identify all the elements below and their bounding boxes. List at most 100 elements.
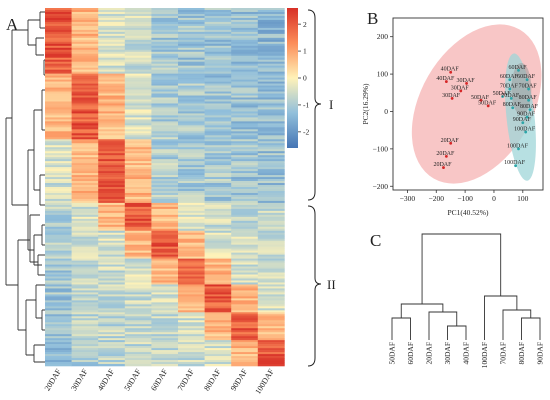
- heatmap-cell: [204, 129, 232, 132]
- heatmap-cell: [45, 320, 72, 323]
- heatmap-cell: [98, 364, 126, 367]
- heatmap-cell: [45, 218, 72, 222]
- heatmap-cell: [124, 145, 152, 148]
- heatmap-cell: [204, 51, 232, 55]
- heatmap-cell: [45, 316, 72, 319]
- heatmap-cell: [71, 210, 99, 214]
- heatmap-cell: [204, 181, 232, 184]
- heatmap-cell: [257, 270, 285, 273]
- heatmap-cell: [178, 306, 205, 309]
- heatmap-cell: [71, 101, 99, 104]
- heatmap-cell: [231, 236, 259, 240]
- heatmap-cell: [71, 19, 99, 23]
- heatmap-cell: [151, 169, 179, 172]
- heatmap-cell: [98, 284, 126, 287]
- heatmap-cell: [231, 67, 259, 70]
- heatmap-cell: [98, 143, 126, 146]
- heatmap-cell: [257, 222, 285, 226]
- heatmap-cell: [98, 282, 126, 285]
- pca-point: [525, 78, 529, 82]
- heatmap-cell: [124, 173, 152, 176]
- heatmap-cell: [71, 71, 99, 74]
- heatmap-cell: [178, 113, 205, 116]
- heatmap-cell: [124, 105, 152, 108]
- heatmap-cell: [204, 262, 232, 265]
- heatmap-cell: [231, 121, 259, 124]
- heatmap-cell: [178, 73, 205, 76]
- heatmap-cell: [45, 250, 72, 253]
- heatmap-cell: [98, 230, 126, 234]
- heatmap-cell: [124, 147, 152, 150]
- heatmap-cell: [98, 262, 126, 265]
- heatmap-cell: [45, 356, 72, 359]
- heatmap-cell: [124, 312, 152, 315]
- heatmap-cell: [178, 228, 205, 232]
- heatmap-cell: [204, 256, 232, 259]
- heatmap-cell: [45, 272, 72, 275]
- heatmap-cell: [45, 196, 72, 200]
- heatmap-cell: [178, 171, 205, 174]
- heatmap-cell: [71, 328, 99, 331]
- heatmap-cell: [71, 256, 99, 259]
- heatmap-column-label: 60DAF: [149, 367, 170, 393]
- heatmap-cell: [124, 113, 152, 116]
- heatmap-cell: [124, 210, 152, 214]
- heatmap-cell: [98, 123, 126, 126]
- heatmap-cell: [98, 107, 126, 110]
- heatmap-cell: [151, 200, 179, 204]
- heatmap-cell: [231, 238, 259, 241]
- heatmap-cell: [178, 236, 205, 240]
- heatmap-cell: [178, 230, 205, 234]
- heatmap-cell: [257, 314, 285, 317]
- heatmap-cell: [151, 348, 179, 351]
- heatmap-cell: [231, 153, 259, 156]
- cluster-bracket-ii: [307, 205, 322, 367]
- heatmap-cell: [98, 105, 126, 108]
- heatmap-cell: [257, 163, 285, 166]
- heatmap-cell: [98, 272, 126, 275]
- row-dendrogram-branch: [27, 19, 44, 56]
- heatmap-cell: [98, 47, 126, 51]
- heatmap-cell: [178, 107, 205, 110]
- heatmap-cell: [178, 268, 205, 271]
- heatmap-cell: [231, 119, 259, 122]
- heatmap-cell: [257, 95, 285, 98]
- heatmap-cell: [124, 270, 152, 273]
- heatmap-cell: [178, 47, 205, 51]
- heatmap-cell: [45, 274, 72, 277]
- heatmap-cell: [98, 93, 126, 96]
- heatmap-cell: [124, 268, 152, 271]
- heatmap-cell: [204, 41, 232, 45]
- heatmap-cell: [98, 153, 126, 156]
- heatmap-cell: [178, 258, 205, 261]
- heatmap-cell: [71, 129, 99, 132]
- heatmap-cell: [151, 153, 179, 156]
- heatmap-cell: [45, 129, 72, 132]
- heatmap-cell: [178, 330, 205, 333]
- heatmap-cell: [98, 288, 126, 291]
- heatmap-cell: [178, 141, 205, 144]
- heatmap-cell: [231, 240, 259, 243]
- heatmap-cell: [204, 288, 232, 291]
- heatmap-cell: [124, 169, 152, 172]
- heatmap-cell: [151, 29, 179, 33]
- heatmap-cell: [98, 318, 126, 321]
- heatmap-cell: [98, 226, 126, 230]
- heatmap-cell: [178, 210, 205, 214]
- heatmap-cell: [178, 71, 205, 74]
- heatmap-cell: [71, 310, 99, 313]
- heatmap-cell: [98, 240, 126, 243]
- heatmap-cell: [124, 198, 152, 202]
- heatmap-cell: [98, 332, 126, 335]
- heatmap-cell: [45, 190, 72, 194]
- heatmap-cell: [98, 356, 126, 359]
- heatmap-cell: [124, 17, 152, 21]
- heatmap-cell: [178, 216, 205, 220]
- heatmap-cell: [45, 175, 72, 178]
- heatmap-cell: [151, 95, 179, 98]
- heatmap-cell: [98, 139, 126, 142]
- heatmap-cell: [257, 8, 285, 11]
- heatmap-cell: [204, 171, 232, 174]
- heatmap-cell: [231, 61, 259, 64]
